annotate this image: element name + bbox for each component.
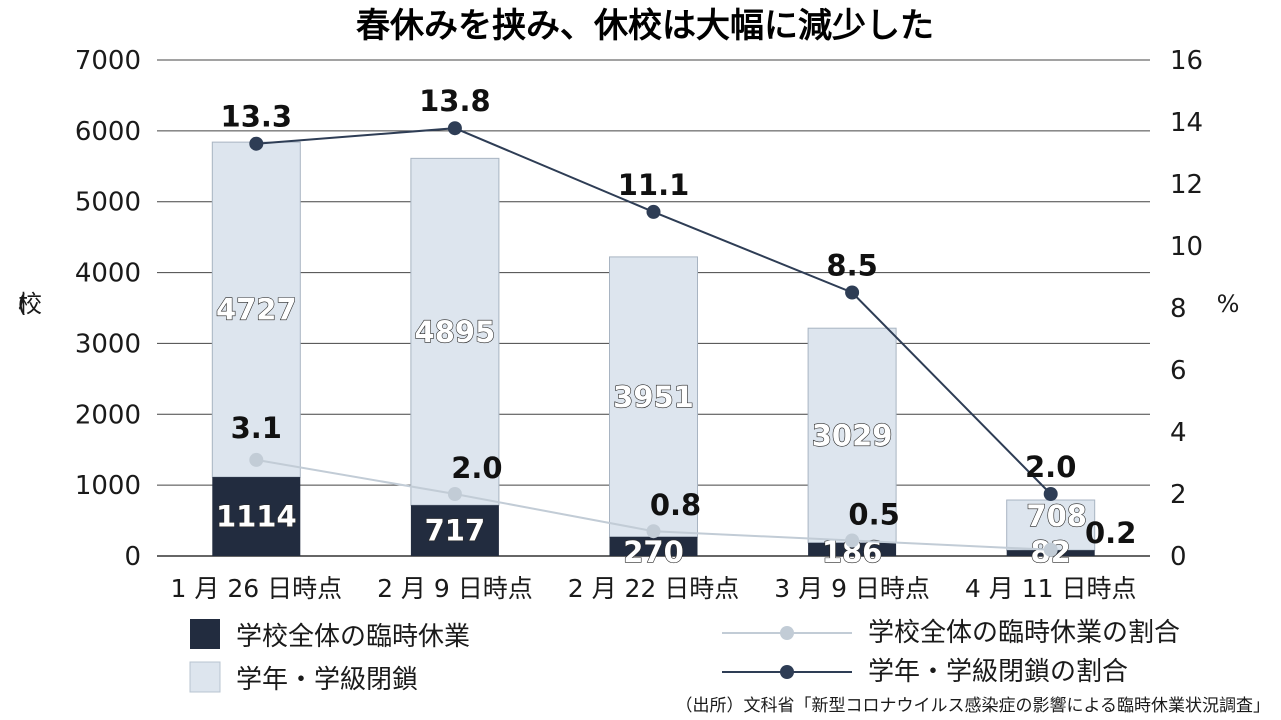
y-left-tick-label: 1000 bbox=[75, 471, 141, 501]
bar-label-class-closure: 3951 bbox=[613, 380, 694, 414]
x-tick-label: 2 月 9 日時点 bbox=[377, 574, 533, 603]
bar-label-school-closure: 1114 bbox=[216, 500, 297, 534]
label-class-rate: 11.1 bbox=[618, 168, 690, 202]
point-school-rate bbox=[845, 533, 860, 548]
y-left-tick-label: 7000 bbox=[75, 46, 141, 76]
bar-class-closure bbox=[1006, 499, 1096, 551]
legend-label-school-closure: 学校全体の臨時休業 bbox=[236, 622, 470, 652]
y-left-tick-label: 2000 bbox=[75, 400, 141, 430]
bar-school-closure bbox=[609, 536, 698, 556]
legend-label-class-closure: 学年・学級閉鎖 bbox=[236, 665, 418, 695]
label-school-rate: 0.8 bbox=[650, 488, 701, 522]
bars: 4727111448957173951270302918670882 bbox=[211, 141, 1096, 570]
y-right-ticks: 0 2 4 6 8 10 12 14 16 bbox=[1170, 46, 1203, 572]
point-class-rate bbox=[646, 204, 661, 219]
x-tick-label: 4 月 11 日時点 bbox=[965, 574, 1137, 603]
source-note: （出所）文科省「新型コロナウイルス感染症の影響による臨時休業状況調査」 bbox=[676, 696, 1271, 716]
bar-school-closure bbox=[410, 505, 499, 556]
lines: 3.1 2.0 0.8 0.5 0.2 13.3 13.8 11.1 8.5 2.0 bbox=[221, 84, 1136, 557]
bar-class-closure bbox=[807, 327, 897, 544]
y-left-tick-label: 3000 bbox=[75, 329, 141, 359]
y-left-tick-label: 0 bbox=[124, 542, 141, 572]
legend-marker-class-rate bbox=[780, 665, 794, 679]
bar-label-school-closure: 717 bbox=[425, 514, 486, 548]
bar-label-class-closure: 708 bbox=[1026, 499, 1087, 533]
x-tick-label: 3 月 9 日時点 bbox=[774, 574, 930, 603]
legend-swatch-class-closure bbox=[189, 661, 221, 693]
y-right-tick-label: 8 bbox=[1170, 294, 1187, 324]
point-school-rate bbox=[249, 452, 264, 467]
bar-class-closure bbox=[211, 141, 301, 478]
legend-label-class-rate: 学年・学級閉鎖の割合 bbox=[868, 657, 1128, 687]
y-left-ticks: 0 1000 2000 3000 4000 5000 6000 7000 bbox=[75, 46, 141, 572]
point-class-rate bbox=[1043, 487, 1058, 501]
label-school-rate: 2.0 bbox=[451, 451, 502, 485]
y-right-unit: % bbox=[1217, 290, 1240, 318]
y-left-tick-label: 6000 bbox=[75, 117, 141, 147]
point-class-rate bbox=[845, 285, 860, 300]
y-left-unit-open-paren: ( bbox=[17, 290, 26, 318]
bar-label-class-closure: 3029 bbox=[812, 419, 893, 453]
y-left-tick-label: 4000 bbox=[75, 259, 141, 289]
point-class-rate bbox=[249, 136, 264, 151]
y-right-tick-label: 2 bbox=[1170, 480, 1187, 510]
y-right-tick-label: 16 bbox=[1170, 46, 1203, 76]
bar-class-closure bbox=[410, 157, 500, 506]
y-left-unit: 校 bbox=[18, 290, 42, 318]
bar-label-class-closure: 4727 bbox=[216, 293, 297, 327]
legend-marker-school-rate bbox=[780, 626, 794, 640]
label-class-rate: 2.0 bbox=[1025, 450, 1076, 484]
bar-school-closure bbox=[808, 542, 897, 556]
label-school-rate: 0.5 bbox=[848, 498, 899, 532]
label-class-rate: 8.5 bbox=[826, 249, 877, 283]
x-ticks: 1 月 26 日時点 2 月 9 日時点 2 月 22 日時点 3 月 9 日時点 4 … bbox=[171, 574, 1137, 603]
y-right-tick-label: 4 bbox=[1170, 418, 1187, 448]
x-tick-label: 1 月 26 日時点 bbox=[171, 574, 343, 603]
bar-label-class-closure: 4895 bbox=[415, 315, 496, 349]
legend: 学校全体の臨時休業 学年・学級閉鎖 学校全体の臨時休業の割合 学年・学級閉鎖の割… bbox=[189, 618, 1180, 695]
y-right-tick-label: 0 bbox=[1170, 542, 1187, 572]
label-school-rate: 0.2 bbox=[1085, 516, 1136, 550]
chart-title: 春休みを挟み、休校は大幅に減少した bbox=[356, 6, 934, 46]
y-right-tick-label: 10 bbox=[1170, 232, 1203, 262]
point-school-rate bbox=[447, 487, 462, 501]
y-right-tick-label: 12 bbox=[1170, 170, 1203, 200]
bar-label-school-closure: 270 bbox=[623, 535, 684, 569]
point-class-rate bbox=[447, 121, 462, 136]
x-tick-label: 2 月 22 日時点 bbox=[568, 574, 740, 603]
point-school-rate bbox=[1043, 542, 1058, 557]
bar-class-closure bbox=[609, 256, 698, 538]
label-class-rate: 13.8 bbox=[419, 84, 491, 118]
legend-label-school-rate: 学校全体の臨時休業の割合 bbox=[868, 618, 1180, 648]
y-left-tick-label: 5000 bbox=[75, 188, 141, 218]
y-right-tick-label: 14 bbox=[1170, 108, 1203, 138]
point-school-rate bbox=[646, 524, 661, 539]
legend-swatch-school-closure bbox=[190, 619, 220, 649]
label-class-rate: 13.3 bbox=[221, 100, 293, 134]
label-school-rate: 3.1 bbox=[231, 411, 282, 445]
bar-school-closure bbox=[212, 477, 301, 556]
y-right-tick-label: 6 bbox=[1170, 356, 1187, 386]
